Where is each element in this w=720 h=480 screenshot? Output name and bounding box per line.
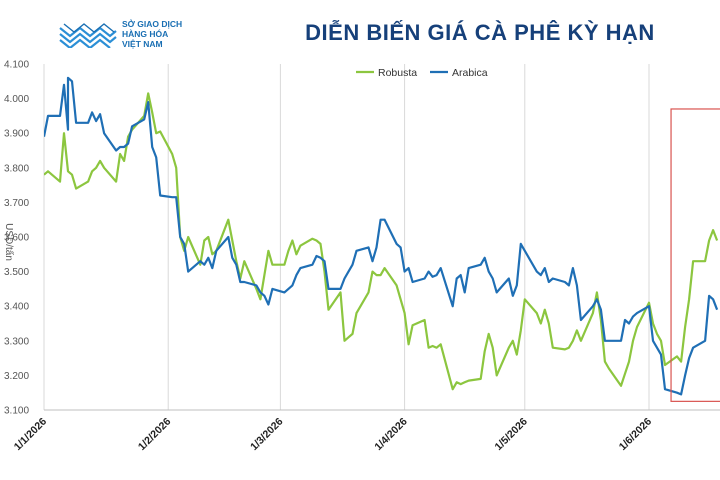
gridlines (43, 64, 650, 410)
exchange-logo-text: SỞ GIAO DỊCH HÀNG HÓA VIỆT NAM (122, 19, 182, 49)
logo-line-2: HÀNG HÓA (122, 29, 169, 39)
y-tick-labels: 3.100 3.200 3.300 3.400 3.500 3.600 3.700 3.800… (4, 60, 29, 417)
y-tick-label: 3.800 (4, 163, 29, 174)
y-tick-label: 3.300 (4, 336, 29, 347)
series-line-robusta (44, 92, 719, 391)
highlight-box (670, 108, 720, 402)
logo-line-1: SỞ GIAO DỊCH (122, 19, 183, 29)
y-axis-label: USD/tấn (3, 223, 15, 261)
exchange-logo: SỞ GIAO DỊCH HÀNG HÓA VIỆT NAM (58, 18, 218, 52)
x-tick-label: 1/6/2026 (617, 416, 654, 453)
y-tick-label: 3.700 (4, 198, 29, 209)
x-tick-label: 1/4/2026 (372, 416, 409, 453)
series-lines (44, 76, 719, 396)
y-tick-label: 3.200 (4, 371, 29, 382)
legend: Robusta Arabica (356, 67, 488, 79)
x-tick-label: 1/5/2026 (493, 416, 530, 453)
legend-label-robusta: Robusta (378, 67, 417, 79)
highlight-rectangle (670, 108, 720, 402)
exchange-logo-icon (59, 23, 117, 48)
y-tick-label: 4.100 (4, 60, 29, 71)
y-tick-label: 3.400 (4, 302, 29, 313)
x-tick-label: 1/1/2026 (12, 416, 49, 453)
series-line-arabica (44, 76, 719, 396)
logo-line-3: VIỆT NAM (122, 39, 163, 49)
y-tick-label: 3.100 (4, 406, 29, 417)
x-tick-labels: 1/1/2026 1/2/2026 1/3/2026 1/4/2026 1/5/2026… (12, 416, 654, 453)
y-tick-label: 3.600 (4, 233, 29, 244)
y-tick-label: 3.900 (4, 129, 29, 140)
x-tick-label: 1/2/2026 (136, 416, 173, 453)
y-tick-label: 4.000 (4, 94, 29, 105)
chart-title: DIỄN BIẾN GIÁ CÀ PHÊ KỲ HẠN (305, 20, 655, 45)
y-tick-label: 3.500 (4, 267, 29, 278)
legend-label-arabica: Arabica (452, 67, 488, 79)
x-tick-label: 1/3/2026 (248, 416, 285, 453)
